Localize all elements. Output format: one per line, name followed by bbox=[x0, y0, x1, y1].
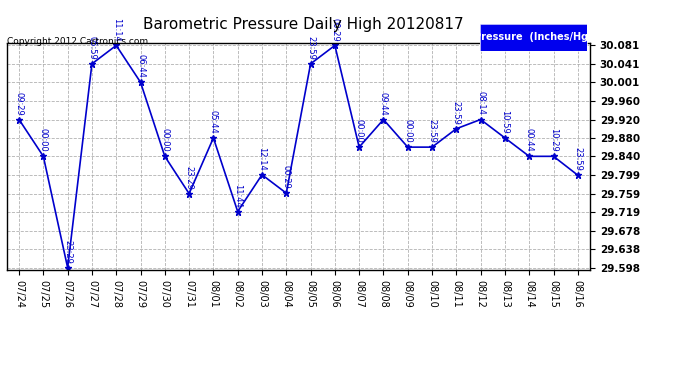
Text: 00:29: 00:29 bbox=[282, 165, 290, 189]
Text: 10:29: 10:29 bbox=[549, 128, 558, 152]
Text: 09:29: 09:29 bbox=[14, 92, 23, 116]
Text: Barometric Pressure Daily High 20120817: Barometric Pressure Daily High 20120817 bbox=[144, 17, 464, 32]
Text: 23:29: 23:29 bbox=[63, 240, 72, 264]
Text: 11:44: 11:44 bbox=[233, 184, 242, 207]
Text: 23:59: 23:59 bbox=[452, 100, 461, 124]
Text: 23:59: 23:59 bbox=[573, 147, 582, 171]
Text: 06:44: 06:44 bbox=[136, 54, 145, 78]
Text: 12:14: 12:14 bbox=[257, 147, 266, 171]
Text: 00:00: 00:00 bbox=[160, 128, 169, 152]
Text: 00:00: 00:00 bbox=[403, 119, 412, 143]
Text: 05:44: 05:44 bbox=[209, 110, 218, 134]
Text: Copyright 2012 Cartronics.com: Copyright 2012 Cartronics.com bbox=[7, 38, 148, 46]
Text: 00:00: 00:00 bbox=[355, 119, 364, 143]
Text: 10:59: 10:59 bbox=[500, 110, 509, 134]
Text: 23:59: 23:59 bbox=[428, 119, 437, 143]
Text: 05:59: 05:59 bbox=[88, 36, 97, 60]
Text: 00:00: 00:00 bbox=[39, 128, 48, 152]
Text: 00:44: 00:44 bbox=[524, 128, 534, 152]
Text: 23:59: 23:59 bbox=[306, 36, 315, 60]
Text: 08:14: 08:14 bbox=[476, 92, 485, 116]
Text: 09:44: 09:44 bbox=[379, 92, 388, 116]
Text: Pressure  (Inches/Hg): Pressure (Inches/Hg) bbox=[474, 32, 592, 42]
Text: 00:29: 00:29 bbox=[331, 18, 339, 41]
Text: 23:29: 23:29 bbox=[185, 166, 194, 189]
Text: 11:14: 11:14 bbox=[112, 18, 121, 41]
